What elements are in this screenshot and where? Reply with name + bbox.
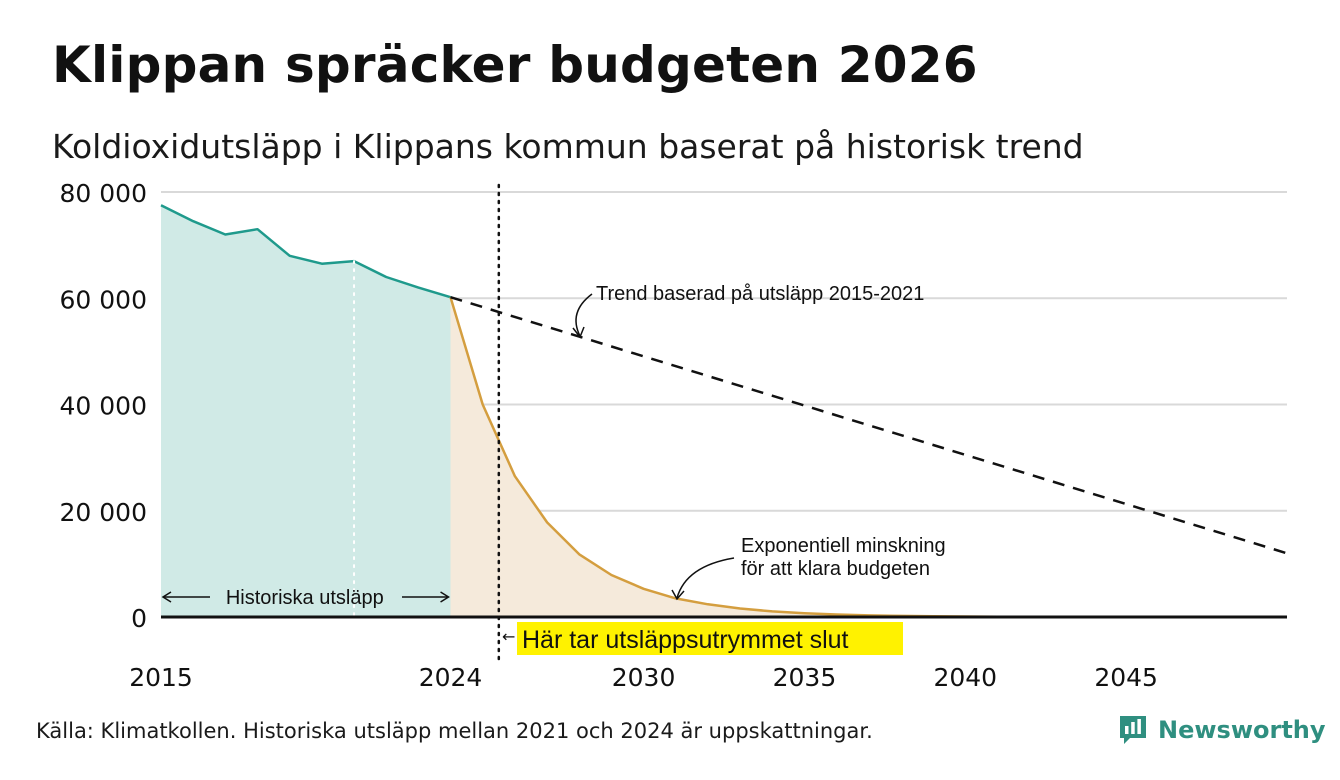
- trend-label: Trend baserad på utsläpp 2015-2021: [596, 283, 924, 305]
- trend-pointer-head: [572, 326, 585, 339]
- y-tick-label: 60 000: [60, 285, 147, 314]
- area-fills: [161, 205, 1287, 618]
- exp-label-line2: för att klara budgeten: [741, 558, 930, 580]
- vertical-markers: [353, 183, 501, 664]
- brand-name: Newsworthy: [1158, 716, 1326, 744]
- series-line-2: [450, 296, 1288, 555]
- exp-label-line1: Exponentiell minskning: [741, 535, 946, 557]
- x-tick-label: 2040: [933, 663, 997, 692]
- x-tick-label: 2024: [419, 663, 483, 692]
- source-note: Källa: Klimatkollen. Historiska utsläpp …: [36, 719, 873, 743]
- y-tick-label: 80 000: [60, 179, 147, 208]
- exp-pointer-head: [671, 589, 685, 601]
- trend-pointer: [575, 293, 593, 337]
- series-line-0: [160, 204, 451, 299]
- chart-subtitle: Koldioxidutsläpp i Klippans kommun baser…: [52, 127, 1084, 166]
- chart-title: Klippan spräcker budgeten 2026: [52, 36, 978, 94]
- y-tick-label: 40 000: [60, 392, 147, 421]
- x-tick-label: 2030: [612, 663, 676, 692]
- y-tick-labels: 0 20 000 40 000 60 000 80 000: [60, 179, 147, 633]
- historic-arrow-left-head: [161, 591, 172, 603]
- x-tick-label: 2015: [129, 663, 193, 692]
- exp-pointer: [676, 557, 735, 599]
- historic-label: Historiska utsläpp: [226, 587, 384, 609]
- y-tick-label: 0: [131, 604, 147, 633]
- x-tick-labels: 2015 2024 2030 2035 2040 2045: [129, 663, 1158, 692]
- newsworthy-logo-icon: [1120, 716, 1146, 744]
- budget-end-highlight: [517, 622, 903, 655]
- y-tick-label: 20 000: [60, 498, 147, 527]
- brand: Newsworthy: [1118, 714, 1326, 746]
- annotations: Trend baserad på utsläpp 2015-2021 Expone…: [161, 283, 946, 655]
- x-tick-label: 2035: [773, 663, 837, 692]
- historic-arrow-right-head: [440, 591, 450, 603]
- series-area-1: [450, 297, 1287, 617]
- budget-end-label: Här tar utsläppsutrymmet slut: [522, 626, 849, 654]
- x-tick-label: 2045: [1094, 663, 1158, 692]
- series-area-0: [161, 205, 451, 618]
- budget-end-arrow: ←: [502, 627, 515, 646]
